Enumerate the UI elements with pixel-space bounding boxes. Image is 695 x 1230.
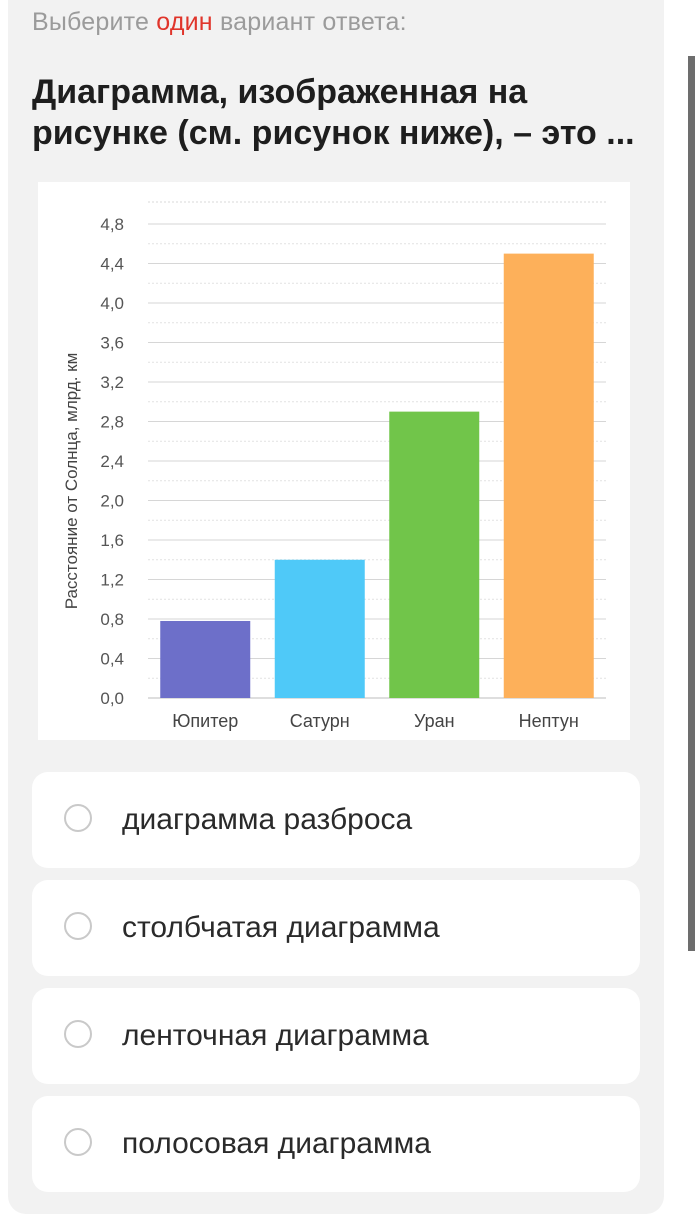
bar [503,253,594,698]
bar-chart: 0,0 0,4 0,8 1,2 1,6 2,0 2,4 2,8 3,2 3,6 4,0 4,4 4,8 Ю… [38,182,630,740]
scrollbar[interactable] [688,56,695,951]
x-tick-label: Нептун [519,711,579,731]
y-tick-label: 4,8 [100,215,124,234]
answer-option-2[interactable]: столбчатая диаграмма [32,880,640,976]
instruction-prefix: Выберите [32,8,157,36]
y-tick-label: 1,2 [100,571,124,590]
y-tick-label: 2,8 [100,413,124,432]
instruction-text: Выберите один вариант ответа: [32,8,407,37]
x-tick-label: Юпитер [172,711,238,731]
y-axis-label: Расстояние от Солнца, млрд. км [62,353,81,610]
y-tick-label: 1,6 [100,531,124,550]
question-title: Диаграмма, изображенная на рисунке (см. … [32,73,635,152]
radio-button-icon[interactable] [64,804,92,832]
radio-button-icon[interactable] [64,1128,92,1156]
y-tick-label: 0,0 [100,689,124,708]
radio-button-icon[interactable] [64,912,92,940]
chart-svg: 0,0 0,4 0,8 1,2 1,6 2,0 2,4 2,8 3,2 3,6 4,0 4,4 4,8 Ю… [62,201,606,731]
x-tick-label: Уран [414,711,455,731]
y-tick-label: 3,2 [100,373,124,392]
answer-option-3[interactable]: ленточная диаграмма [32,988,640,1084]
y-tick-label: 0,8 [100,610,124,629]
y-tick-label: 4,0 [100,294,124,313]
answer-label: ленточная диаграмма [122,1019,429,1052]
y-tick-label: 2,0 [100,492,124,511]
y-tick-label: 0,4 [100,650,124,669]
bar [160,620,251,698]
answer-label: полосовая диаграмма [122,1127,431,1160]
y-tick-label: 4,4 [100,255,124,274]
radio-button-icon[interactable] [64,1020,92,1048]
instruction-accent: один [156,8,213,36]
bar [389,411,480,698]
answer-option-1[interactable]: диаграмма разброса [32,772,640,868]
x-tick-label: Сатурн [290,711,350,731]
y-tick-label: 2,4 [100,452,124,471]
bar [274,559,365,698]
instruction-suffix: вариант ответа: [212,8,407,36]
answer-label: столбчатая диаграмма [122,911,440,944]
y-tick-label: 3,6 [100,334,124,353]
answer-option-4[interactable]: полосовая диаграмма [32,1096,640,1192]
answer-label: диаграмма разброса [122,803,413,836]
